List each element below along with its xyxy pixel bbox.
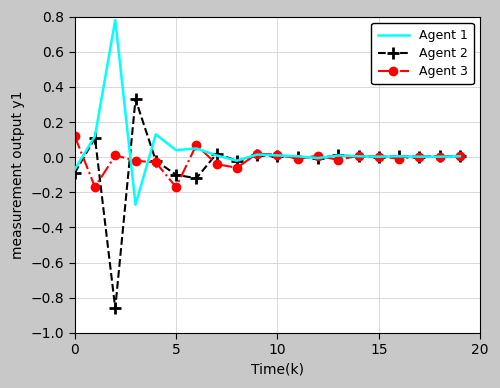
Agent 3: [112, 153, 118, 158]
Agent 3: [315, 154, 321, 158]
Agent 3: [214, 162, 220, 166]
Agent 3: [254, 151, 260, 156]
Agent 1: [112, 18, 118, 23]
Agent 2: [294, 154, 300, 159]
Agent 2: [72, 171, 78, 175]
Agent 2: [92, 135, 98, 140]
Agent 1: [294, 154, 300, 159]
Agent 3: [376, 154, 382, 159]
Agent 3: [356, 154, 362, 158]
Agent 1: [416, 154, 422, 159]
Agent 1: [153, 132, 159, 137]
Agent 3: [457, 154, 463, 158]
Agent 2: [315, 156, 321, 160]
Line: Agent 3: Agent 3: [70, 132, 464, 191]
Agent 3: [436, 154, 442, 159]
Agent 3: [132, 158, 138, 163]
Agent 2: [173, 172, 179, 177]
Agent 2: [376, 154, 382, 159]
Agent 1: [72, 167, 78, 172]
Agent 1: [396, 154, 402, 159]
Agent 3: [234, 165, 240, 170]
Agent 2: [457, 154, 463, 159]
Agent 2: [416, 154, 422, 159]
Agent 2: [356, 154, 362, 159]
Agent 1: [194, 146, 200, 151]
Y-axis label: measurement output y1: measurement output y1: [11, 90, 25, 259]
Agent 1: [132, 202, 138, 207]
Agent 1: [356, 154, 362, 159]
Agent 1: [173, 148, 179, 152]
Agent 1: [457, 154, 463, 159]
Agent 2: [274, 154, 280, 158]
Agent 1: [335, 153, 341, 158]
Line: Agent 2: Agent 2: [69, 94, 466, 314]
Agent 2: [396, 154, 402, 159]
Agent 1: [214, 153, 220, 158]
Agent 1: [436, 154, 442, 159]
Agent 2: [335, 153, 341, 158]
Agent 1: [92, 134, 98, 139]
Agent 2: [132, 97, 138, 102]
Agent 3: [274, 152, 280, 157]
Agent 3: [92, 185, 98, 189]
Agent 3: [396, 156, 402, 161]
X-axis label: Time(k): Time(k): [251, 363, 304, 377]
Agent 1: [254, 152, 260, 157]
Agent 3: [416, 154, 422, 159]
Line: Agent 1: Agent 1: [74, 20, 460, 204]
Agent 2: [214, 151, 220, 156]
Agent 3: [335, 158, 341, 162]
Agent 2: [194, 176, 200, 180]
Agent 3: [173, 185, 179, 189]
Agent 2: [153, 158, 159, 163]
Agent 2: [436, 154, 442, 159]
Agent 1: [315, 156, 321, 160]
Agent 1: [234, 158, 240, 163]
Agent 3: [294, 156, 300, 161]
Agent 3: [194, 142, 200, 147]
Agent 1: [376, 154, 382, 159]
Legend: Agent 1, Agent 2, Agent 3: Agent 1, Agent 2, Agent 3: [372, 23, 474, 84]
Agent 2: [254, 153, 260, 158]
Agent 1: [274, 153, 280, 158]
Agent 3: [72, 134, 78, 139]
Agent 3: [153, 160, 159, 165]
Agent 2: [234, 158, 240, 163]
Agent 2: [112, 306, 118, 311]
